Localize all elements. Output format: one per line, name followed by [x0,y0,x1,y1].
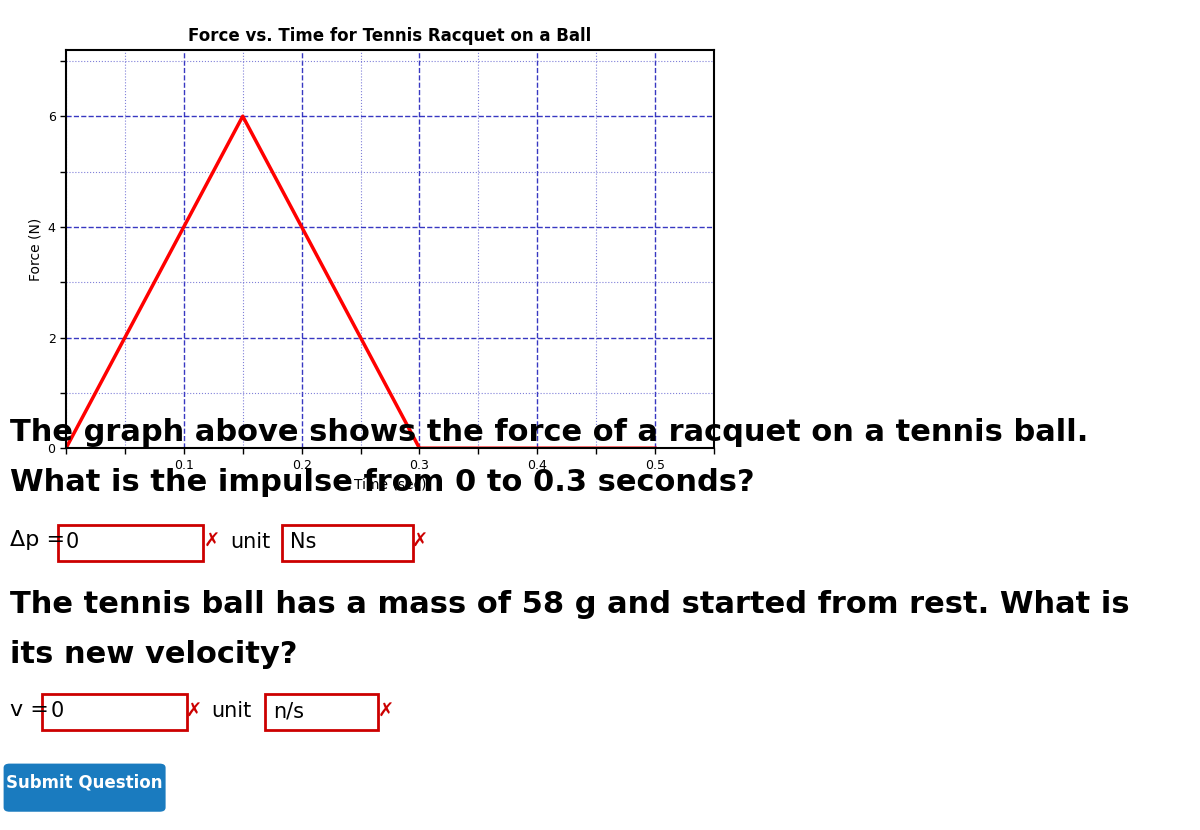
Text: n/s: n/s [274,701,305,721]
Text: Ns: Ns [290,532,317,552]
Text: ✗: ✗ [186,701,203,720]
Text: its new velocity?: its new velocity? [10,640,298,669]
Text: Δp =: Δp = [10,530,65,550]
Title: Force vs. Time for Tennis Racquet on a Ball: Force vs. Time for Tennis Racquet on a B… [188,27,592,46]
Text: v =: v = [10,700,48,720]
Text: The tennis ball has a mass of 58 g and started from rest. What is: The tennis ball has a mass of 58 g and s… [10,590,1129,619]
Text: ✗: ✗ [204,532,221,551]
Text: 0: 0 [50,701,64,721]
Y-axis label: Force (N): Force (N) [28,217,42,281]
Text: Submit Question: Submit Question [6,774,162,792]
Text: unit: unit [211,701,252,721]
X-axis label: Time (sec): Time (sec) [354,477,426,491]
Text: ✗: ✗ [412,532,428,551]
Text: unit: unit [230,532,271,552]
Text: The graph above shows the force of a racquet on a tennis ball.: The graph above shows the force of a rac… [10,418,1088,447]
Text: 0: 0 [66,532,79,552]
Text: ✗: ✗ [378,701,395,720]
Text: What is the impulse from 0 to 0.3 seconds?: What is the impulse from 0 to 0.3 second… [10,468,755,497]
